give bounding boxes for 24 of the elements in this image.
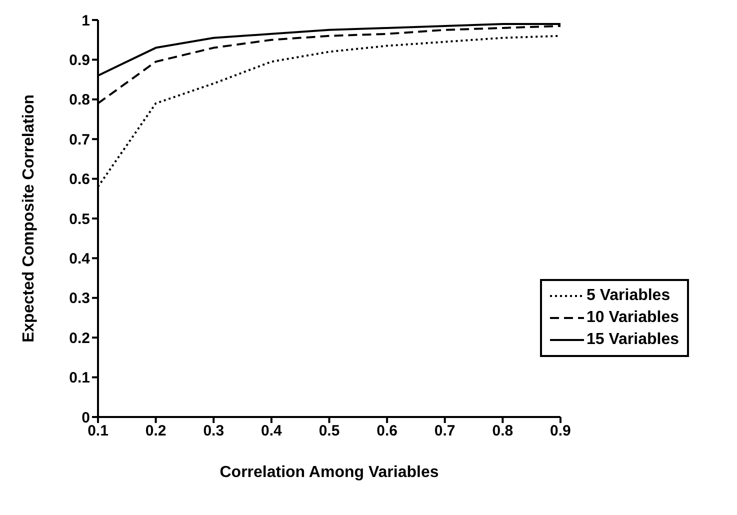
y-tick-label: 0.3 [69,290,90,308]
x-tick-label: 0.3 [203,422,224,440]
x-tick-label: 0.5 [318,422,340,440]
y-tick-label: 0.6 [69,171,90,188]
y-tick-label: 0.1 [69,370,90,387]
legend-label: 5 Variables [586,286,670,306]
x-tick-label: 0.7 [434,422,456,440]
y-tick-label: 0.9 [69,52,90,70]
x-tick-label: 0.4 [261,422,283,440]
legend-label: 15 Variables [586,330,679,350]
y-axis-title: Expected Composite Correlation [20,94,38,343]
y-tick-label: 0.5 [69,210,90,228]
x-tick-label: 0.8 [492,422,514,440]
y-tick-label: 0 [82,409,90,426]
y-tick-label: 0.7 [69,131,90,148]
y-tick-label: 0.8 [69,92,90,109]
x-axis-title: Correlation Among Variables [220,464,439,481]
y-tick-label: 0.2 [69,330,90,347]
y-tick-label: 0.4 [69,250,91,268]
x-tick-label: 0.2 [145,422,166,440]
legend-label: 10 Variables [586,308,679,328]
x-tick-label: 0.9 [550,422,571,440]
y-tick-label: 1 [82,12,90,30]
x-tick-label: 0.6 [376,422,398,440]
